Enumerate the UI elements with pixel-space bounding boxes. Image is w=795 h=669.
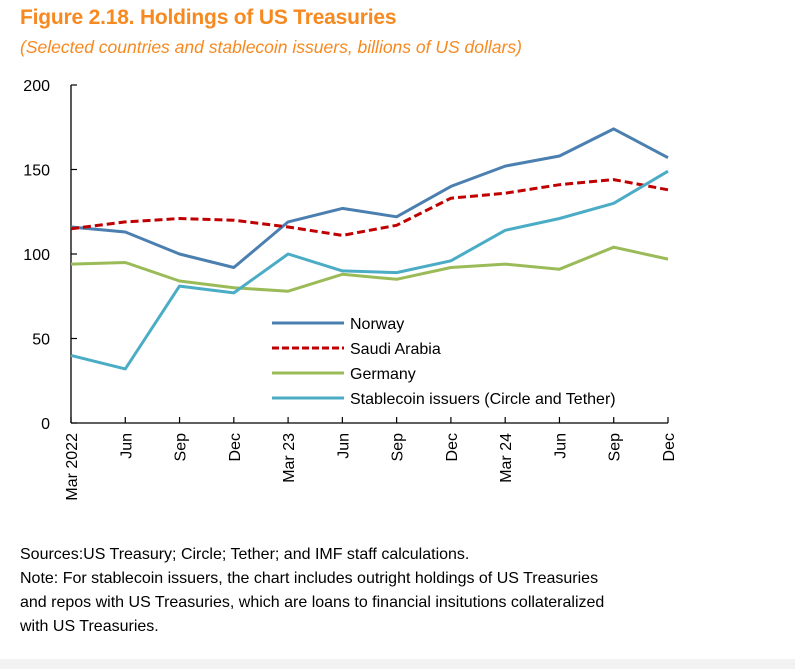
legend-label: Saudi Arabia [350, 341, 441, 358]
x-tick-label: Mar 23 [281, 433, 298, 483]
x-tick-label: Mar 2022 [64, 433, 81, 501]
figure-title: Figure 2.18. Holdings of US Treasuries [20, 6, 397, 29]
y-tick-label: 150 [23, 163, 50, 180]
legend-label: Germany [350, 366, 416, 383]
x-tick-label: Dec [227, 433, 244, 461]
x-tick-label: Jun [118, 433, 135, 459]
y-tick-label: 100 [23, 247, 50, 264]
chart-notes: Sources:US Treasury; Circle; Tether; and… [20, 543, 604, 639]
bottom-bar [0, 659, 795, 669]
series-line-saudi-arabia [70, 178, 669, 237]
series-line-germany [70, 245, 669, 293]
legend-label: Stablecoin issuers (Circle and Tether) [350, 391, 616, 408]
x-tick-label: Dec [661, 433, 678, 461]
legend: Norway Saudi Arabia Germany Stablecoin issu… [272, 316, 616, 408]
y-tick-label: 0 [41, 416, 50, 433]
note-line: and repos with US Treasuries, which are … [20, 594, 605, 611]
x-tick-label: Jun [335, 433, 352, 459]
y-tick-label: 50 [32, 332, 50, 349]
x-tick-label: Jun [552, 433, 569, 459]
series-lines [70, 127, 669, 371]
note-line: Note: For stablecoin issuers, the chart … [20, 570, 599, 587]
note-line: with US Treasuries. [20, 618, 159, 635]
x-tick-label: Mar 24 [498, 433, 515, 483]
x-tick-label: Sep [173, 433, 190, 462]
series-line-norway [70, 127, 669, 269]
line-chart: 0 50 100 150 200 Mar 2022 Jun Sep Dec Mar 23 Jun S… [23, 78, 678, 501]
x-axis: Mar 2022 Jun Sep Dec Mar 23 Jun Sep Dec Mar 24 Ju… [64, 417, 678, 501]
series-line-stablecoin-issuers-circle-and-tether [70, 169, 669, 371]
x-tick-label: Sep [607, 433, 624, 462]
y-tick-label: 200 [23, 78, 50, 95]
x-tick-label: Sep [390, 433, 407, 462]
x-tick-label: Dec [444, 433, 461, 461]
sources-text: Sources:US Treasury; Circle; Tether; and… [20, 546, 470, 563]
legend-label: Norway [350, 316, 404, 333]
y-axis: 0 50 100 150 200 [23, 78, 77, 433]
figure-subtitle: (Selected countries and stablecoin issue… [20, 37, 522, 57]
